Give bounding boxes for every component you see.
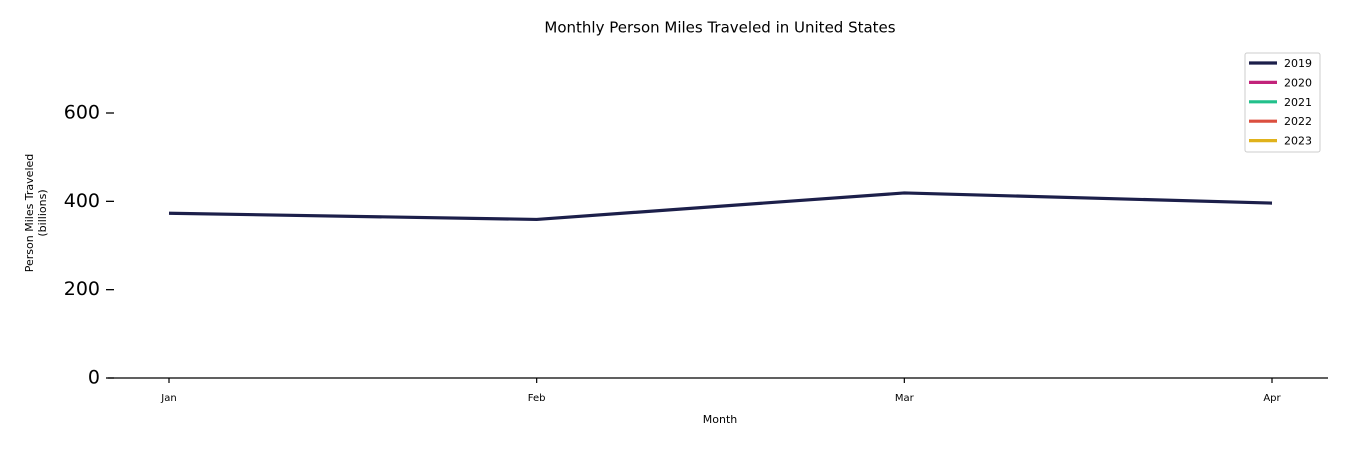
series-line <box>168 191 1273 222</box>
legend-label: 2021 <box>1284 96 1312 109</box>
legend-label: 2023 <box>1284 135 1312 148</box>
y-tick-label: 600 <box>64 102 100 124</box>
legend-box <box>1244 52 1321 153</box>
x-tick-label: Mar <box>895 393 915 404</box>
y-tick-label: 400 <box>64 190 100 212</box>
x-tick-label: Feb <box>528 393 546 404</box>
y-axis-label: Person Miles Traveled (billions) <box>23 154 49 273</box>
y-tick-label: 0 <box>88 367 100 389</box>
chart-title: Monthly Person Miles Traveled in United … <box>544 19 895 37</box>
legend-label: 2022 <box>1284 115 1312 128</box>
y-axis-label-line: Person Miles Traveled <box>23 154 36 273</box>
y-tick-label: 200 <box>64 278 100 300</box>
legend-label: 2020 <box>1284 76 1312 89</box>
x-axis-label: Month <box>703 413 738 426</box>
y-axis-label-line: (billions) <box>36 189 49 236</box>
legend-label: 2019 <box>1284 57 1312 70</box>
x-tick-label: Apr <box>1263 393 1281 404</box>
x-tick-label: Jan <box>160 393 176 404</box>
